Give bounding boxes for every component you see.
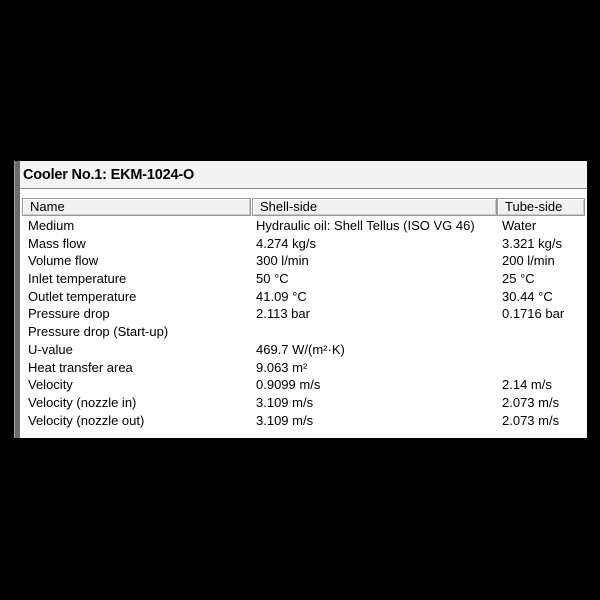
panel-title: Cooler No.1: EKM-1024-O (23, 166, 195, 183)
table-row: U-value 469.7 W/(m²·K) (20, 341, 587, 359)
row-tube-value: 25 °C (502, 271, 535, 287)
table-row: Pressure drop 2.113 bar 0.1716 bar (20, 305, 587, 323)
table-rows: Medium Hydraulic oil: Shell Tellus (ISO … (20, 217, 587, 429)
row-shell-value: 9.063 m² (256, 359, 308, 375)
row-name-label: Outlet temperature (28, 288, 137, 304)
row-shell-value: 4.274 kg/s (256, 235, 316, 251)
row-name-label: Medium (28, 218, 75, 233)
row-shell-value: Hydraulic oil: Shell Tellus (ISO VG 46) (256, 218, 475, 233)
table-row: Medium Hydraulic oil: Shell Tellus (ISO … (20, 217, 587, 235)
row-shell-value: 469.7 W/(m²·K) (256, 341, 345, 357)
row-name-label: Mass flow (28, 235, 86, 251)
table-row: Velocity (nozzle in) 3.109 m/s 2.073 m/s (20, 394, 587, 412)
row-tube-value: 30.44 °C (502, 288, 553, 304)
table-row: Outlet temperature 41.09 °C 30.44 °C (20, 288, 587, 306)
row-name-label: Velocity (nozzle out) (28, 412, 145, 428)
row-name-label: Heat transfer area (28, 359, 133, 375)
table-row: Mass flow 4.274 kg/s 3.321 kg/s (20, 235, 587, 253)
column-header-shell-side[interactable]: Shell-side (252, 198, 497, 216)
cooler-results-panel: Cooler No.1: EKM-1024-O Name Shell-side … (20, 161, 587, 438)
column-header-name[interactable]: Name (22, 198, 251, 216)
table-header-row: Name Shell-side Tube-side (20, 198, 587, 216)
row-shell-value: 2.113 bar (256, 306, 310, 322)
row-shell-value: 50 °C (256, 271, 289, 287)
row-shell-value: 0.9099 m/s (256, 377, 321, 393)
row-tube-value: 200 l/min (502, 253, 555, 269)
row-shell-value: 3.109 m/s (256, 412, 314, 428)
row-tube-value: 3.321 kg/s (502, 235, 562, 251)
column-header-tube-side[interactable]: Tube-side (497, 198, 585, 216)
table-row: Pressure drop (Start-up) (20, 323, 587, 341)
window-left-border (14, 161, 20, 438)
row-name-label: Velocity (28, 377, 73, 393)
table-row: Velocity 0.9099 m/s 2.14 m/s (20, 376, 587, 394)
row-name-label: Velocity (nozzle in) (28, 394, 137, 410)
row-tube-value: 0.1716 bar (502, 306, 565, 322)
table-row: Velocity (nozzle out) 3.109 m/s 2.073 m/… (20, 412, 587, 430)
row-name-label: Inlet temperature (28, 271, 127, 287)
row-tube-value: 2.073 m/s (502, 394, 560, 410)
row-name-label: Pressure drop (Start-up) (28, 324, 169, 340)
row-name-label: Pressure drop (28, 306, 110, 322)
row-tube-value: 2.14 m/s (502, 377, 552, 393)
panel-title-bar: Cooler No.1: EKM-1024-O (20, 161, 587, 189)
row-name-label: U-value (28, 341, 73, 357)
row-shell-value: 300 l/min (256, 253, 309, 269)
table-row: Inlet temperature 50 °C 25 °C (20, 270, 587, 288)
row-shell-value: 41.09 °C (256, 288, 307, 304)
row-tube-value: 2.073 m/s (502, 412, 560, 428)
table-row: Heat transfer area 9.063 m² (20, 359, 587, 377)
row-name-label: Volume flow (28, 253, 99, 269)
row-tube-value: Water (502, 218, 537, 233)
row-shell-value: 3.109 m/s (256, 394, 314, 410)
table-row: Volume flow 300 l/min 200 l/min (20, 252, 587, 270)
